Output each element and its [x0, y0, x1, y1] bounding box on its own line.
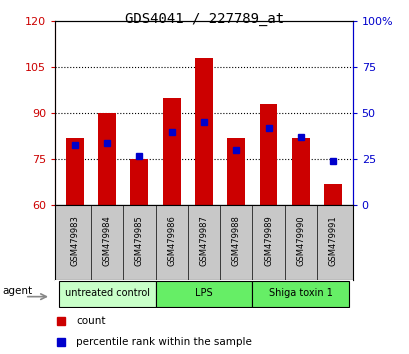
Text: GSM479986: GSM479986	[167, 216, 176, 267]
Bar	[195, 58, 212, 205]
Text: GSM479988: GSM479988	[231, 216, 240, 267]
Bar	[155, 281, 252, 307]
Text: GSM479985: GSM479985	[135, 216, 144, 266]
Text: GDS4041 / 227789_at: GDS4041 / 227789_at	[125, 12, 284, 27]
Bar	[252, 281, 348, 307]
Text: GSM479991: GSM479991	[328, 216, 337, 266]
Text: GSM479983: GSM479983	[70, 216, 79, 267]
Bar	[66, 138, 83, 205]
Text: GSM479990: GSM479990	[296, 216, 305, 266]
Text: GSM479984: GSM479984	[102, 216, 111, 266]
Bar	[130, 159, 148, 205]
Text: count: count	[76, 316, 106, 326]
Text: Shiga toxin 1: Shiga toxin 1	[268, 288, 332, 298]
Text: untreated control: untreated control	[64, 288, 149, 298]
Bar	[162, 98, 180, 205]
Bar	[227, 138, 245, 205]
Text: LPS: LPS	[195, 288, 212, 298]
Bar	[259, 104, 277, 205]
Text: agent: agent	[3, 286, 33, 296]
Bar	[291, 138, 309, 205]
Bar	[324, 184, 341, 205]
Text: GSM479987: GSM479987	[199, 216, 208, 267]
Bar	[98, 113, 116, 205]
Text: percentile rank within the sample: percentile rank within the sample	[76, 337, 252, 348]
Text: GSM479989: GSM479989	[263, 216, 272, 266]
Bar	[58, 281, 155, 307]
